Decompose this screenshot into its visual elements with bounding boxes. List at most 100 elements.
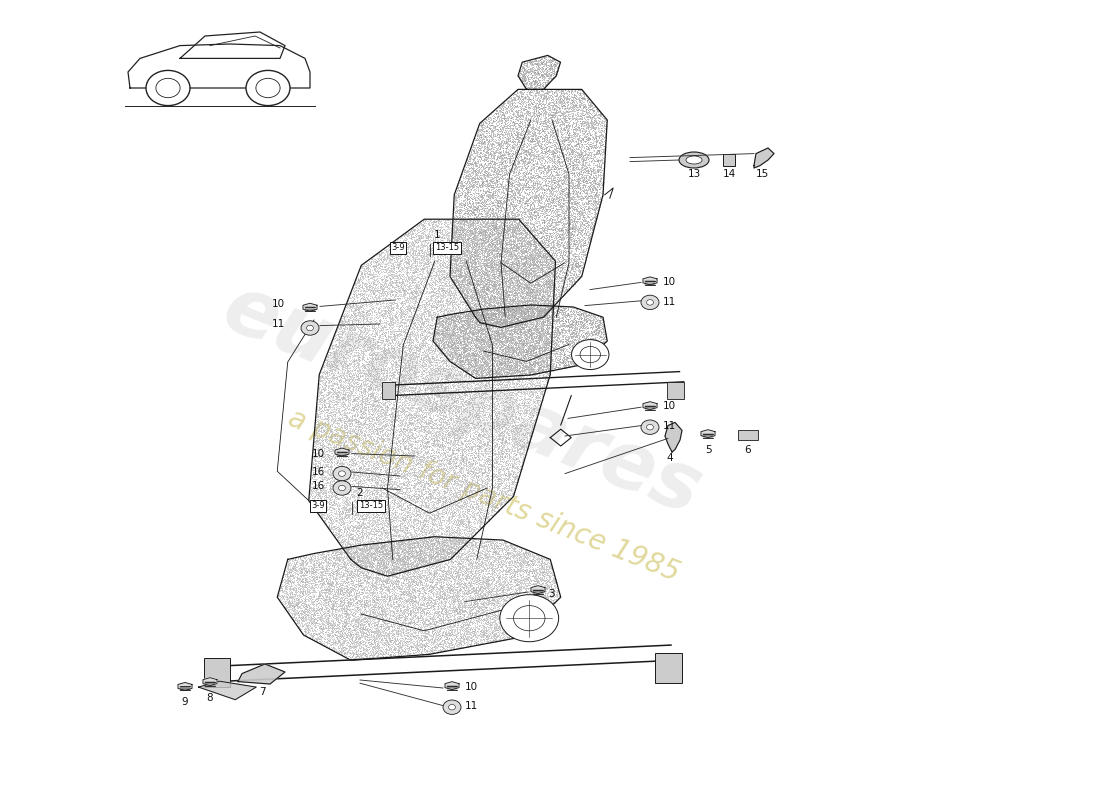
Point bbox=[393, 380, 410, 393]
Point bbox=[474, 429, 492, 442]
Point bbox=[517, 360, 535, 373]
Point bbox=[383, 513, 400, 526]
Point bbox=[530, 147, 548, 160]
Point bbox=[371, 571, 388, 584]
Point bbox=[384, 555, 402, 568]
Point bbox=[518, 279, 536, 292]
Point bbox=[437, 538, 454, 551]
Point bbox=[390, 633, 408, 646]
Point bbox=[365, 294, 383, 306]
Point bbox=[453, 190, 471, 203]
Point bbox=[408, 316, 426, 329]
Point bbox=[394, 379, 411, 392]
Point bbox=[454, 341, 472, 354]
Point bbox=[436, 444, 453, 457]
Point bbox=[593, 172, 611, 185]
Point bbox=[372, 552, 389, 565]
Point bbox=[393, 370, 410, 383]
Point bbox=[315, 563, 332, 576]
Point bbox=[441, 620, 459, 633]
Point bbox=[491, 242, 508, 255]
Point bbox=[302, 576, 320, 589]
Point bbox=[392, 558, 409, 570]
Point bbox=[561, 121, 579, 134]
Point bbox=[417, 466, 434, 478]
Point bbox=[483, 534, 500, 546]
Point bbox=[505, 292, 522, 305]
Point bbox=[443, 551, 461, 564]
Point bbox=[341, 595, 359, 608]
Point bbox=[368, 512, 386, 525]
Point bbox=[462, 598, 480, 610]
Point bbox=[465, 236, 483, 249]
Point bbox=[407, 602, 425, 614]
Point bbox=[409, 482, 427, 495]
Point bbox=[397, 488, 415, 501]
Point bbox=[514, 458, 531, 470]
Point bbox=[330, 517, 348, 530]
Point bbox=[493, 348, 510, 361]
Point bbox=[364, 646, 382, 659]
Point bbox=[512, 241, 529, 254]
Point bbox=[322, 579, 340, 592]
Point bbox=[463, 213, 481, 226]
Point bbox=[458, 254, 475, 267]
Point bbox=[395, 632, 412, 645]
Point bbox=[495, 593, 513, 606]
Point bbox=[400, 560, 418, 573]
Point bbox=[498, 427, 516, 440]
Point bbox=[490, 398, 507, 410]
Point bbox=[382, 505, 399, 518]
Point bbox=[317, 379, 334, 392]
Point bbox=[348, 273, 365, 286]
Point bbox=[561, 328, 579, 341]
Point bbox=[426, 378, 443, 391]
Point bbox=[388, 614, 406, 627]
Point bbox=[460, 272, 477, 285]
Point bbox=[355, 330, 373, 342]
Point bbox=[425, 439, 442, 452]
Point bbox=[450, 274, 468, 287]
Point bbox=[494, 338, 512, 351]
Point bbox=[431, 365, 449, 378]
Point bbox=[538, 326, 556, 338]
Point bbox=[503, 238, 520, 251]
Point bbox=[424, 548, 441, 561]
Point bbox=[345, 556, 363, 569]
Point bbox=[540, 70, 558, 82]
Point bbox=[338, 409, 355, 422]
Point bbox=[407, 592, 425, 605]
Point bbox=[519, 223, 537, 236]
Point bbox=[451, 454, 469, 466]
Point bbox=[322, 578, 340, 590]
Point bbox=[459, 581, 476, 594]
Point bbox=[524, 610, 541, 623]
Point bbox=[518, 120, 536, 133]
Point bbox=[476, 257, 494, 270]
Point bbox=[491, 301, 508, 314]
Point bbox=[455, 582, 473, 595]
Point bbox=[469, 409, 486, 422]
Point bbox=[469, 175, 486, 188]
Point bbox=[525, 174, 542, 187]
Point bbox=[345, 346, 363, 358]
Point bbox=[495, 253, 513, 266]
Point bbox=[387, 528, 405, 541]
Point bbox=[439, 465, 456, 478]
Point bbox=[441, 620, 459, 633]
Point bbox=[529, 67, 547, 80]
Point bbox=[449, 215, 466, 228]
Point bbox=[398, 527, 416, 540]
Point bbox=[460, 334, 477, 347]
Point bbox=[454, 563, 472, 576]
Point bbox=[530, 342, 548, 355]
Point bbox=[494, 492, 512, 505]
Point bbox=[363, 346, 381, 358]
Point bbox=[502, 355, 519, 368]
Point bbox=[442, 266, 460, 279]
Point bbox=[572, 358, 590, 370]
Point bbox=[419, 492, 437, 505]
Point bbox=[463, 237, 481, 250]
Point bbox=[492, 376, 509, 389]
Point bbox=[447, 239, 464, 252]
